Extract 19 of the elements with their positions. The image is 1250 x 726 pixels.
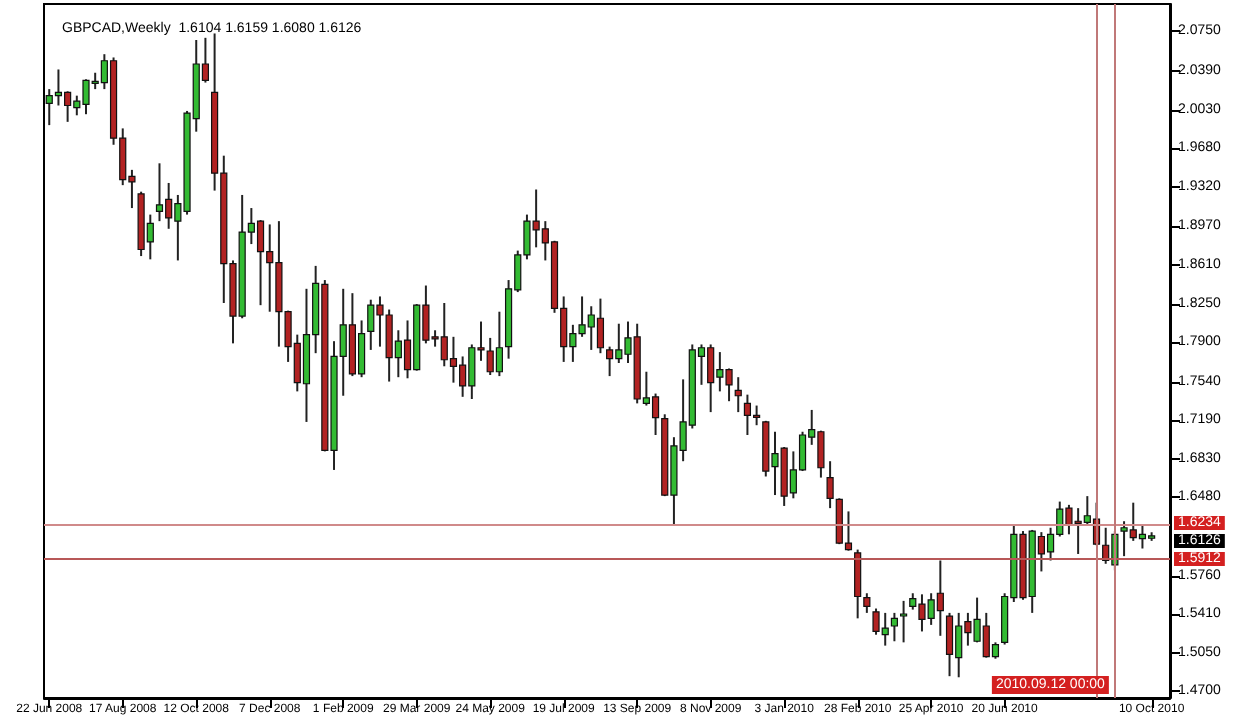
candlestick — [743, 393, 752, 437]
candlestick — [826, 460, 834, 510]
candlestick — [596, 297, 605, 355]
candlestick — [890, 611, 899, 643]
candlestick — [54, 68, 63, 107]
candlestick — [854, 548, 862, 620]
candlestick — [1138, 523, 1147, 550]
candlestick — [256, 219, 265, 307]
candlestick — [449, 335, 458, 384]
candlestick — [734, 376, 742, 414]
candlestick — [945, 611, 954, 678]
candlestick — [357, 319, 366, 379]
candlestick — [863, 592, 871, 614]
candlestick — [495, 310, 503, 378]
candlestick — [606, 345, 614, 378]
candlestick — [155, 162, 164, 223]
candlestick — [899, 599, 908, 644]
candlestick — [651, 392, 660, 437]
candlestick — [936, 559, 944, 637]
